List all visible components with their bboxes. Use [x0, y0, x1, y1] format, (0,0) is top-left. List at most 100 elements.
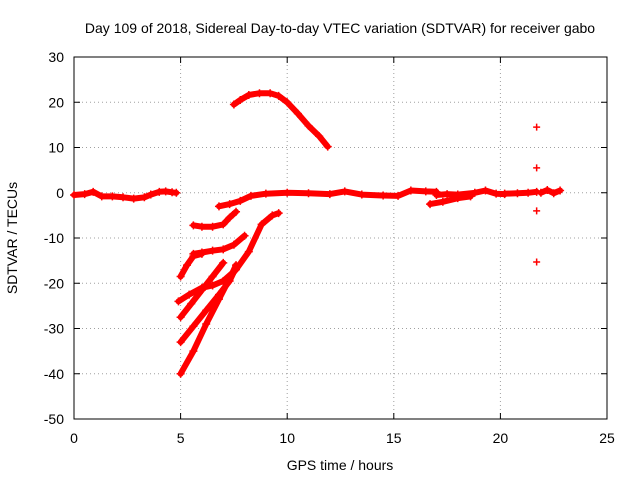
- y-tick-label: 0: [56, 185, 64, 201]
- data-point: [219, 220, 228, 229]
- x-tick-label: 5: [177, 430, 185, 446]
- data-point: [244, 247, 253, 256]
- data-point: [274, 91, 283, 100]
- trace-line: [537, 187, 564, 197]
- data-point: [202, 306, 211, 315]
- data-point: [70, 191, 78, 200]
- data-point: [182, 261, 191, 270]
- data-point: [556, 186, 565, 195]
- data-point: [225, 200, 234, 209]
- series-arc-minus18: [176, 249, 206, 281]
- data-point: [466, 192, 475, 201]
- x-tick-label: 25: [599, 430, 615, 446]
- data-point: [261, 189, 270, 198]
- trace-line: [230, 90, 331, 150]
- data-point: [443, 190, 452, 199]
- data-point: [432, 191, 441, 200]
- data-point: [176, 338, 185, 347]
- data-point: [219, 258, 228, 267]
- trace-line: [427, 193, 474, 208]
- data-point: [202, 319, 211, 328]
- data-point: [227, 270, 236, 279]
- data-point: [208, 272, 217, 281]
- x-axis-label: GPS time / hours: [287, 457, 394, 473]
- data-point: [189, 347, 198, 356]
- data-point: [246, 191, 255, 200]
- data-point: [274, 209, 283, 218]
- y-axis-label: SDTVAR / TECUs: [4, 182, 20, 294]
- data-point: [208, 222, 217, 231]
- series-arc-minus27: [176, 258, 228, 322]
- data-point: [304, 189, 313, 198]
- data-point: [197, 222, 206, 231]
- series-arc-end: [500, 187, 541, 198]
- data-point: [293, 109, 302, 118]
- axis-ticks: [73, 56, 608, 420]
- data-point: [255, 89, 264, 98]
- data-point: [176, 369, 185, 378]
- data-point: [438, 197, 447, 206]
- x-tick-label: 20: [493, 430, 509, 446]
- data-point: [470, 188, 479, 197]
- data-point: [406, 186, 415, 195]
- data-point: [304, 121, 313, 130]
- data-point: [214, 295, 223, 304]
- data-point: [394, 191, 403, 200]
- data-point: [232, 207, 241, 216]
- data-point: [197, 249, 206, 258]
- data-point: [325, 190, 334, 199]
- data-point: [240, 231, 249, 240]
- data-point: [146, 190, 155, 199]
- data-point: [379, 191, 388, 200]
- y-tick-label: -30: [44, 321, 64, 337]
- data-point: [536, 188, 545, 197]
- data-point: [172, 188, 181, 197]
- data-point: [421, 187, 430, 196]
- data-point: [283, 188, 292, 197]
- data-point: [357, 190, 366, 199]
- data-point: [176, 313, 185, 322]
- series-arc-dome: [229, 89, 332, 151]
- y-tick-label: 20: [48, 94, 64, 110]
- data-point: [500, 189, 509, 198]
- data-point: [236, 95, 245, 104]
- data-point: [229, 240, 238, 249]
- data-point: [533, 258, 541, 266]
- x-tick-label: 0: [70, 430, 78, 446]
- y-tick-label: -20: [44, 275, 64, 291]
- data-point: [97, 192, 106, 201]
- data-point: [185, 290, 194, 299]
- series-arc-cluster: [536, 186, 565, 198]
- data-point: [257, 220, 266, 229]
- grid-lines: [74, 57, 607, 419]
- y-tick-label: -10: [44, 230, 64, 246]
- data-point: [161, 187, 170, 196]
- series-arc-minus40: [176, 261, 241, 378]
- trace-line: [177, 250, 205, 280]
- x-tick-labels: 0 5 10 15 20 25: [70, 430, 615, 446]
- data-point: [89, 187, 98, 196]
- y-tick-label: -40: [44, 366, 64, 382]
- chart-title: Day 109 of 2018, Sidereal Day-to-day VTE…: [85, 20, 595, 36]
- data-point: [533, 164, 541, 172]
- data-point: [197, 286, 206, 295]
- data-point: [187, 299, 196, 308]
- data-point: [533, 207, 541, 215]
- data-point: [214, 202, 223, 211]
- data-point: [232, 261, 241, 270]
- data-point: [189, 252, 198, 261]
- data-point: [268, 211, 277, 220]
- y-tick-label: 30: [48, 49, 64, 65]
- data-point: [533, 123, 541, 131]
- data-point: [543, 186, 552, 195]
- data-point: [208, 246, 217, 255]
- data-point: [189, 221, 198, 230]
- series-arc-near-zero-early: [70, 187, 181, 203]
- data-point: [140, 193, 149, 202]
- data-point: [208, 281, 217, 290]
- trace-line: [501, 188, 540, 197]
- data-point: [119, 193, 128, 202]
- data-traces: [70, 89, 565, 378]
- x-tick-label: 15: [386, 430, 402, 446]
